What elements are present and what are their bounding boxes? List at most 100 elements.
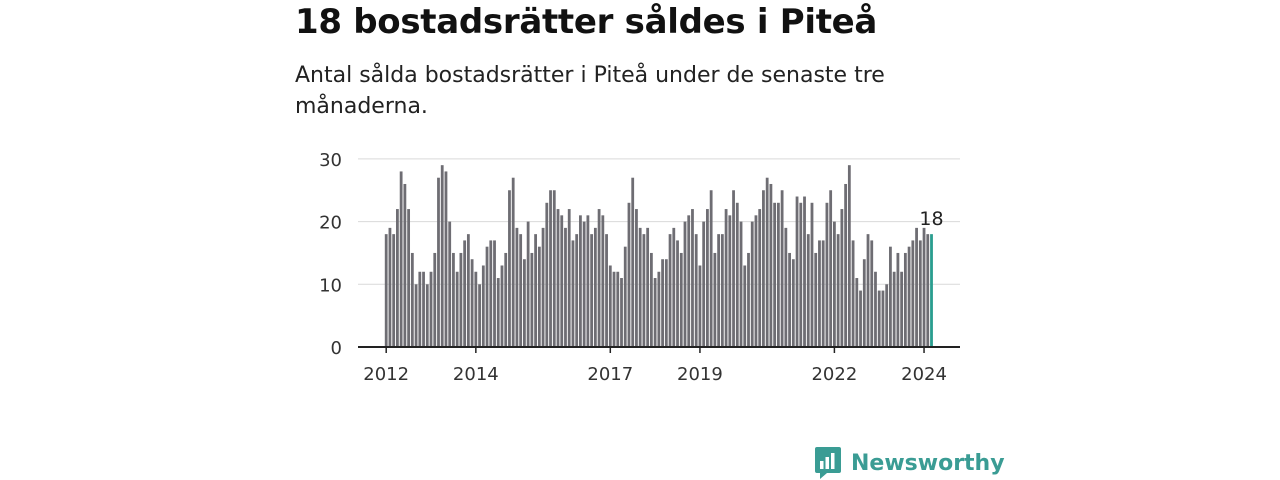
bar (459, 252, 463, 347)
bar (560, 215, 564, 347)
bar (750, 221, 754, 347)
bar (806, 234, 810, 347)
bar (892, 271, 896, 347)
bar (638, 227, 642, 347)
bar (452, 252, 455, 347)
bar (773, 202, 777, 347)
newsworthy-logo-icon (815, 447, 841, 479)
bar (877, 290, 881, 347)
bar (649, 252, 653, 347)
bar (810, 202, 814, 347)
bar (508, 190, 511, 347)
bar (795, 196, 799, 347)
bar (597, 209, 601, 347)
bar (620, 278, 623, 347)
bar (818, 240, 821, 347)
x-tick-label: 2012 (363, 364, 409, 385)
bar (564, 227, 567, 347)
bar (922, 227, 926, 347)
bar (679, 252, 683, 347)
bar (691, 209, 694, 347)
x-tick-label: 2022 (811, 364, 857, 385)
x-tick-label: 2014 (453, 364, 499, 385)
bar (608, 265, 612, 347)
bar (646, 227, 650, 347)
bar (911, 240, 915, 347)
bar (635, 209, 638, 347)
bar (732, 190, 735, 347)
y-tick-label: 10 (319, 275, 342, 296)
bar (392, 234, 396, 347)
bar (399, 171, 403, 347)
bar (862, 259, 866, 347)
bar (720, 234, 724, 347)
bar (836, 234, 840, 347)
bar (683, 221, 687, 347)
bar (631, 177, 635, 347)
bar (739, 221, 743, 347)
bar (519, 234, 523, 347)
bar (500, 265, 504, 347)
bar (515, 227, 519, 347)
x-tick-label: 2019 (677, 364, 723, 385)
bar (396, 209, 399, 347)
chart-title: 18 bostadsrätter såldes i Piteå (295, 2, 878, 42)
bar (709, 190, 713, 347)
x-tick-label: 2017 (587, 364, 633, 385)
highlighted-bar (930, 234, 933, 347)
bar (915, 227, 918, 347)
bar (896, 252, 900, 347)
bar (724, 209, 728, 347)
bar (575, 234, 579, 347)
bar (534, 234, 537, 347)
bar (523, 259, 526, 347)
bar (463, 240, 467, 347)
chart-subtitle: Antal sålda bostadsrätter i Piteå under … (295, 63, 885, 119)
bar (642, 234, 646, 347)
bar (384, 234, 388, 347)
bar (545, 202, 549, 347)
bar (847, 165, 851, 347)
bar (612, 271, 616, 347)
bar (478, 284, 481, 347)
bar (788, 252, 791, 347)
bar (664, 259, 668, 347)
bar (803, 196, 806, 347)
bar (769, 183, 773, 347)
bar (661, 259, 664, 347)
x-tick-label: 2024 (901, 364, 947, 385)
bar (537, 246, 541, 347)
bar (780, 190, 784, 347)
bar (713, 252, 717, 347)
bar (851, 240, 855, 347)
y-tick-label: 20 (319, 213, 342, 234)
bar (784, 227, 788, 347)
bar (776, 202, 780, 347)
bar (814, 252, 818, 347)
bar (579, 215, 582, 347)
bar (429, 271, 433, 347)
bar (425, 284, 429, 347)
bar (407, 209, 411, 347)
bar (455, 271, 459, 347)
bar (511, 177, 515, 347)
y-tick-label: 0 (331, 338, 342, 359)
bar (605, 234, 608, 347)
y-tick-label: 30 (319, 150, 342, 171)
bar (414, 284, 418, 347)
bar (840, 209, 844, 347)
bar (496, 278, 500, 347)
bar (567, 209, 571, 347)
bar (489, 240, 493, 347)
bar (552, 190, 556, 347)
bar (627, 202, 631, 347)
data-label: 18 (919, 208, 943, 230)
bar (833, 221, 836, 347)
bar (874, 271, 877, 347)
bar (687, 215, 691, 347)
bar (926, 234, 930, 347)
bar (791, 259, 795, 347)
bar (653, 278, 657, 347)
bar (694, 234, 698, 347)
bar (698, 265, 702, 347)
